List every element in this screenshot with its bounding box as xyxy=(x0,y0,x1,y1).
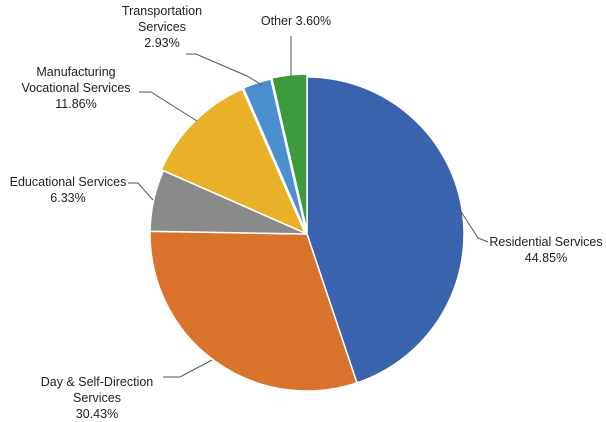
pie-slice-other xyxy=(270,73,308,232)
slice-label-line: Educational Services xyxy=(10,175,127,189)
slice-label-line: Residential Services xyxy=(489,235,602,249)
slice-label-line: Services xyxy=(138,20,186,34)
slice-label: Manufacturing Vocational Services 11.86% xyxy=(21,65,130,111)
leader-line xyxy=(139,91,198,122)
leader-line xyxy=(459,209,489,243)
leader-line xyxy=(186,53,263,86)
slice-label-line: 2.93% xyxy=(144,36,179,50)
pie-slice-manufacturing-vocational-services xyxy=(160,88,307,235)
slice-label: Educational Services 6.33% xyxy=(10,175,127,205)
pie-slice-transportation-services xyxy=(242,78,307,233)
pie-slices xyxy=(149,73,465,392)
slice-label-line: Vocational Services xyxy=(21,81,130,95)
slice-label-line: Day & Self-Direction xyxy=(41,375,154,389)
slice-label: Transportation Services 2.93% xyxy=(122,4,202,50)
slice-label-line: 11.86% xyxy=(55,97,96,111)
pie-slice-residential-services xyxy=(306,76,465,384)
slice-label-line: 44.85% xyxy=(525,251,567,265)
slice-label-line: 30.43% xyxy=(76,407,118,421)
slice-label-line: Transportation xyxy=(122,4,202,18)
pie-slice-day-self-direction-services xyxy=(149,230,358,392)
slice-label: Other 3.60% xyxy=(261,14,331,28)
slice-label-line: Manufacturing xyxy=(36,65,115,79)
leader-line xyxy=(128,182,154,201)
slice-label: Residential Services 44.85% xyxy=(489,235,602,265)
slice-label-line: 6.33% xyxy=(50,191,85,205)
leader-lines xyxy=(128,36,489,378)
slice-label-line: Services xyxy=(73,391,121,405)
slice-labels: Residential Services 44.85% Day & Self-Dir… xyxy=(10,4,603,421)
leader-line xyxy=(163,359,213,378)
slice-label-line: Other 3.60% xyxy=(261,14,331,28)
slice-label: Day & Self-Direction Services 30.43% xyxy=(41,375,154,421)
